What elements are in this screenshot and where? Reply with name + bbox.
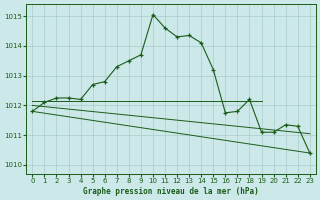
X-axis label: Graphe pression niveau de la mer (hPa): Graphe pression niveau de la mer (hPa) (83, 187, 259, 196)
